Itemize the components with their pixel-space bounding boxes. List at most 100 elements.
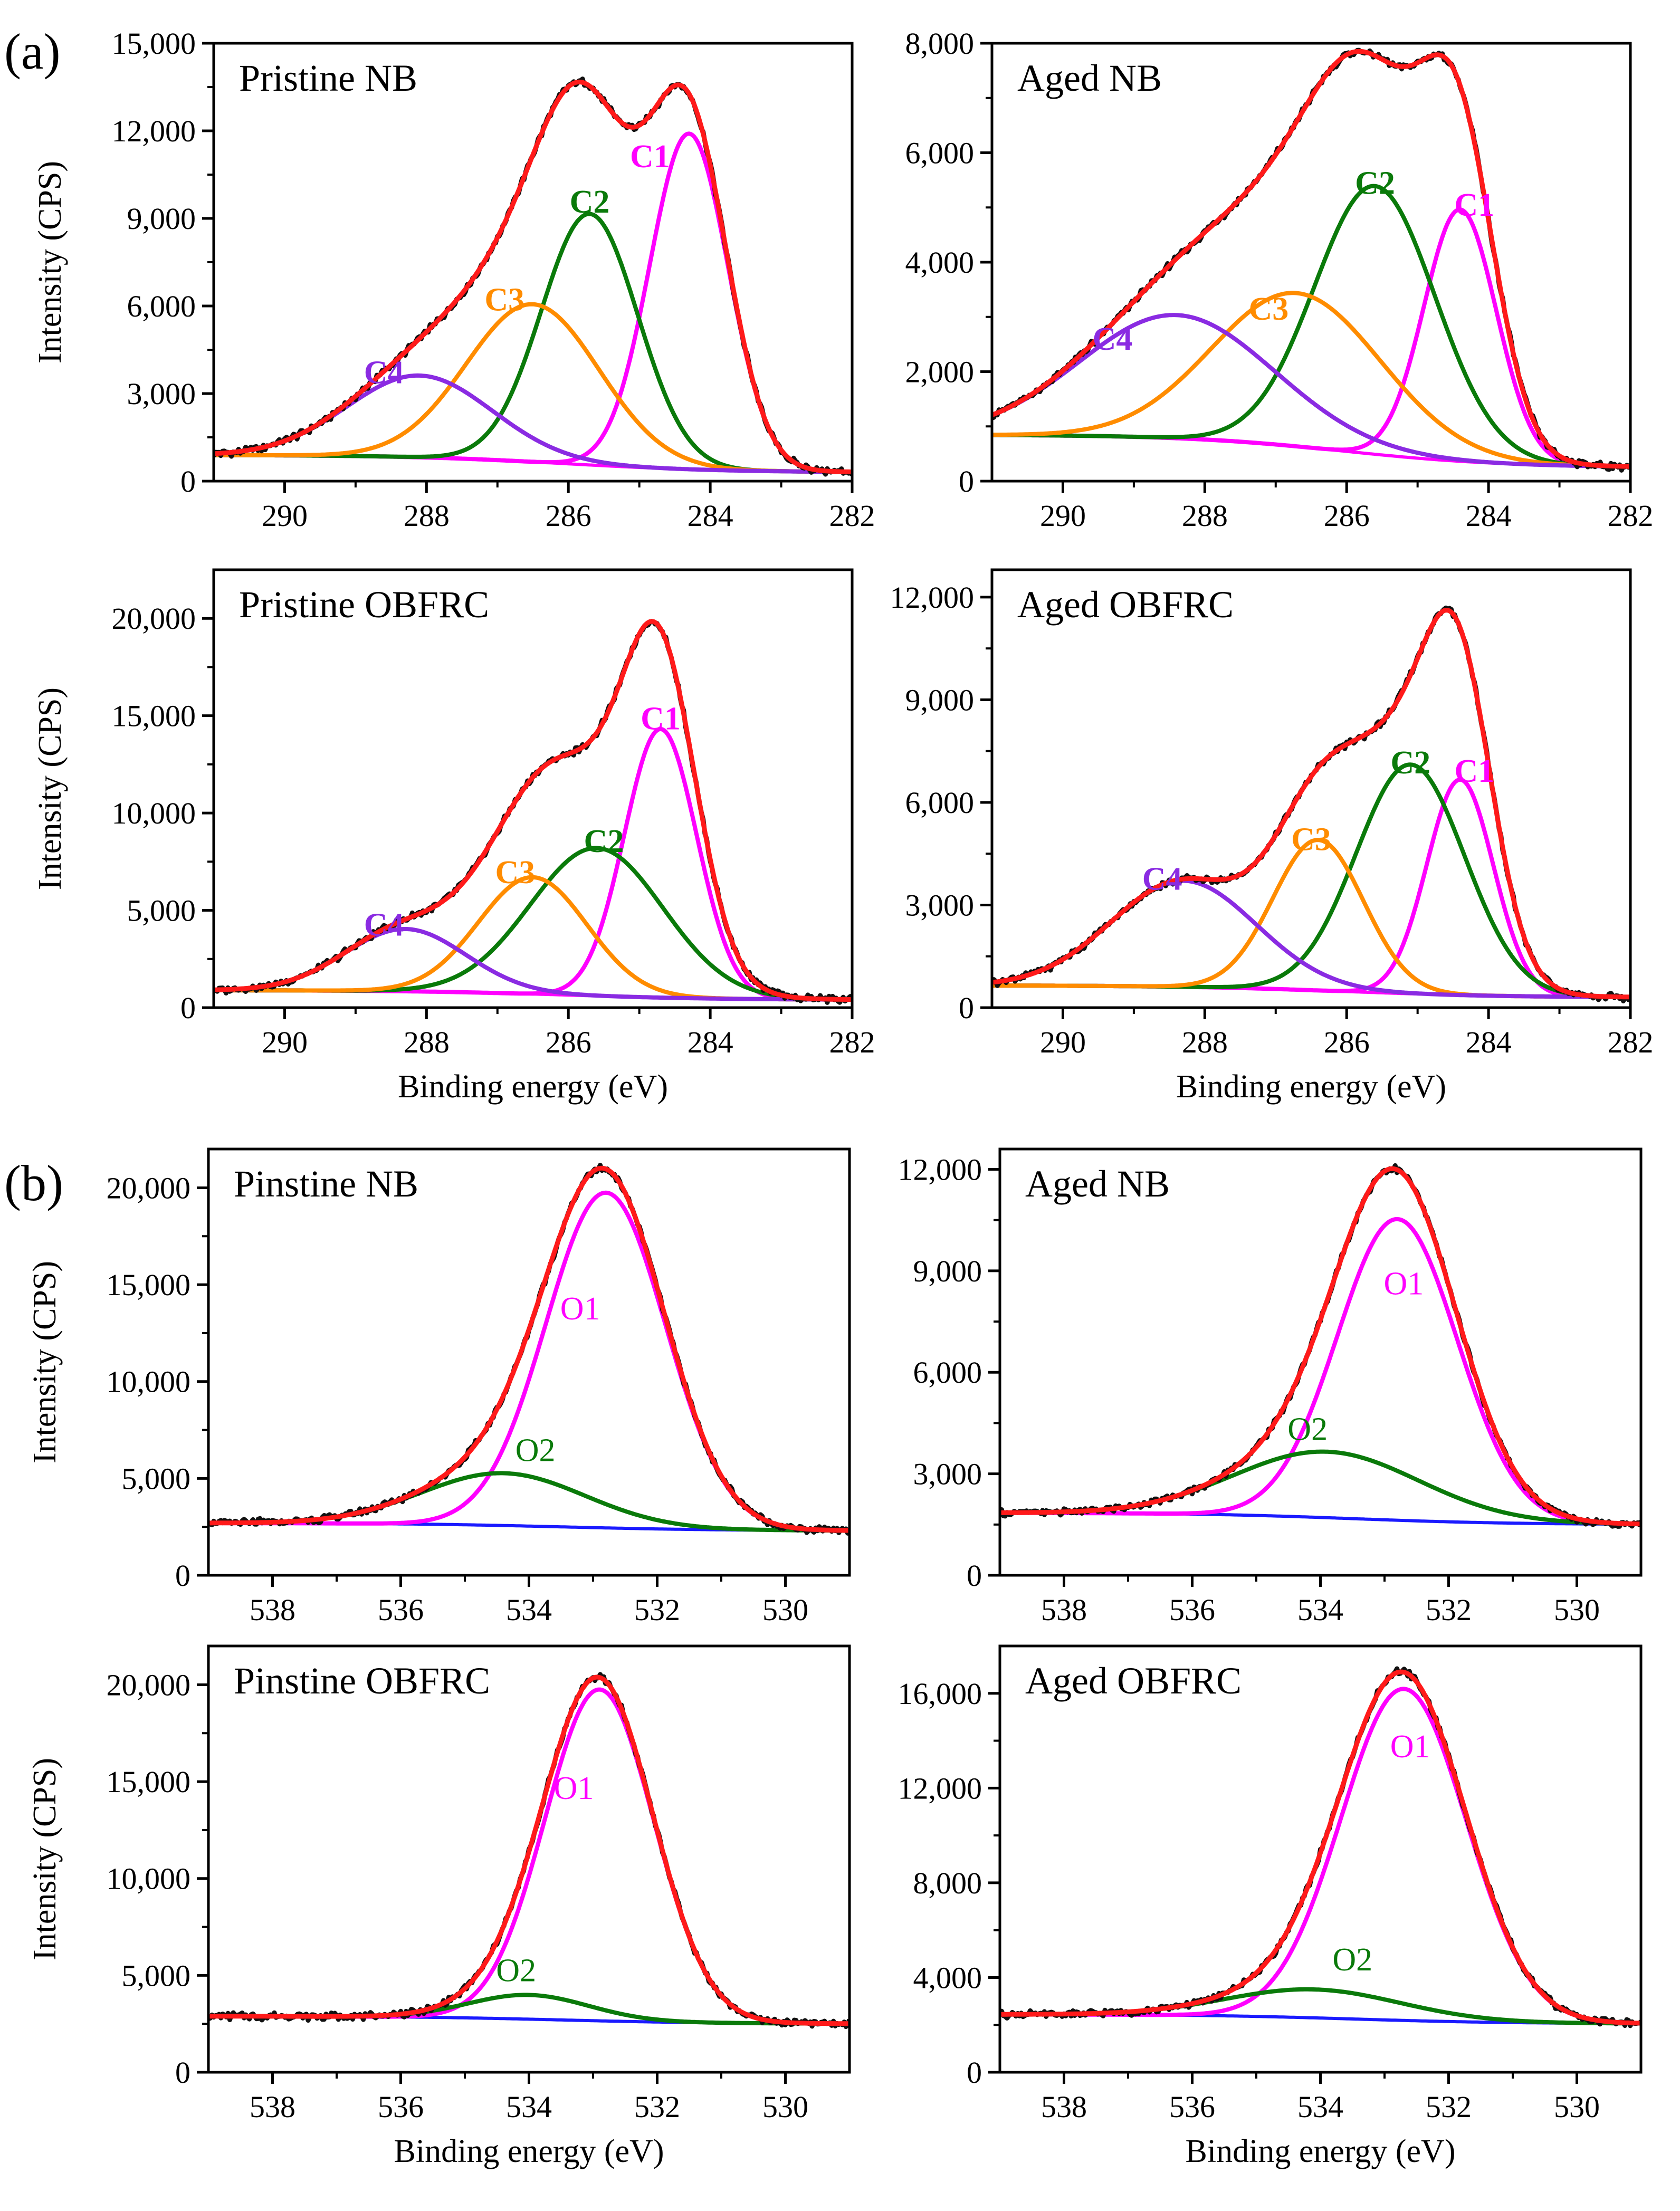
- x-axis-label-c1s-pristine-obfrc: Binding energy (eV): [398, 1069, 668, 1105]
- plot-area-c1s-aged-obfrc: [992, 605, 1630, 1003]
- x-tick-label-c1s-aged-obfrc: 290: [1040, 1025, 1086, 1059]
- chart-title-o1s-aged-nb: Aged NB: [1025, 1163, 1170, 1205]
- y-tick-label-c1s-aged-nb: 0: [959, 464, 974, 499]
- x-axis-label-o1s-aged-obfrc: Binding energy (eV): [1186, 2133, 1456, 2169]
- x-axis-label-o1s-pinstine-obfrc: Binding energy (eV): [394, 2133, 664, 2169]
- y-tick-label-o1s-pinstine-obfrc: 0: [175, 2055, 190, 2090]
- annotation-c4-c1s-aged-obfrc: C4: [1142, 861, 1182, 897]
- annotation-c2-c1s-pristine-nb: C2: [570, 184, 610, 220]
- x-axis-label-c1s-aged-obfrc: Binding energy (eV): [1176, 1069, 1446, 1105]
- y-tick-label-c1s-aged-obfrc: 3,000: [905, 888, 975, 922]
- plot-area-o1s-aged-obfrc: [1000, 1666, 1641, 2028]
- envelope-line-c1s-aged-obfrc: [992, 608, 1630, 1000]
- x-tick-label-o1s-pinstine-obfrc: 536: [378, 2090, 424, 2124]
- y-tick-label-c1s-pristine-obfrc: 5,000: [127, 894, 196, 928]
- x-tick-label-o1s-aged-nb: 532: [1426, 1593, 1472, 1627]
- x-tick-label-o1s-pinstine-obfrc: 530: [762, 2090, 808, 2124]
- y-tick-label-c1s-pristine-obfrc: 15,000: [112, 699, 196, 733]
- y-tick-label-c1s-aged-nb: 8,000: [905, 26, 975, 61]
- x-tick-label-c1s-aged-nb: 286: [1324, 499, 1370, 533]
- x-tick-label-o1s-aged-obfrc: 534: [1297, 2090, 1343, 2124]
- x-tick-label-c1s-aged-obfrc: 284: [1466, 1025, 1512, 1059]
- component-c3-line-c1s-aged-nb: [992, 291, 1630, 469]
- annotation-o2-o1s-pinstine-obfrc: O2: [496, 1952, 536, 1988]
- y-tick-label-c1s-pristine-obfrc: 0: [180, 991, 196, 1025]
- x-tick-label-o1s-aged-obfrc: 538: [1041, 2090, 1087, 2124]
- x-tick-label-o1s-pinstine-obfrc: 538: [250, 2090, 295, 2124]
- envelope-line-c1s-pristine-nb: [214, 79, 852, 474]
- x-tick-label-c1s-pristine-nb: 288: [404, 499, 450, 533]
- annotation-o2-o1s-aged-nb: O2: [1287, 1411, 1328, 1447]
- y-tick-label-o1s-pinstine-nb: 20,000: [107, 1171, 191, 1205]
- annotation-c2-c1s-pristine-obfrc: C2: [584, 824, 624, 859]
- y-tick-label-o1s-pinstine-nb: 15,000: [107, 1268, 191, 1302]
- chart-title-c1s-aged-obfrc: Aged OBFRC: [1017, 583, 1234, 626]
- panel-label-b: (b): [4, 1155, 63, 1211]
- y-tick-label-o1s-pinstine-obfrc: 10,000: [107, 1862, 191, 1896]
- x-tick-label-o1s-aged-obfrc: 532: [1426, 2090, 1472, 2124]
- annotation-c3-c1s-aged-obfrc: C3: [1291, 822, 1331, 858]
- y-tick-label-c1s-pristine-nb: 12,000: [112, 114, 196, 148]
- annotation-c1-c1s-pristine-obfrc: C1: [641, 701, 681, 736]
- x-tick-label-c1s-aged-nb: 282: [1608, 499, 1654, 533]
- x-tick-label-o1s-aged-nb: 534: [1297, 1593, 1343, 1627]
- plot-area-o1s-aged-nb: [1000, 1163, 1641, 1529]
- y-tick-label-o1s-aged-nb: 9,000: [913, 1254, 982, 1288]
- y-tick-label-o1s-aged-obfrc: 12,000: [898, 1771, 982, 1805]
- annotation-c1-c1s-pristine-nb: C1: [630, 139, 670, 175]
- y-tick-label-o1s-pinstine-obfrc: 5,000: [122, 1958, 191, 1993]
- annotation-c4-c1s-pristine-nb: C4: [364, 355, 404, 391]
- x-tick-label-c1s-aged-nb: 290: [1040, 499, 1086, 533]
- x-tick-label-c1s-pristine-nb: 284: [688, 499, 733, 533]
- annotation-c2-c1s-aged-nb: C2: [1355, 165, 1395, 201]
- chart-title-c1s-pristine-obfrc: Pristine OBFRC: [239, 583, 489, 626]
- y-tick-label-c1s-pristine-nb: 6,000: [127, 289, 196, 323]
- panel-label-a: (a): [4, 23, 61, 80]
- x-tick-label-o1s-pinstine-nb: 538: [250, 1593, 295, 1627]
- x-tick-label-c1s-aged-obfrc: 286: [1324, 1025, 1370, 1059]
- plot-area-c1s-aged-nb: [992, 47, 1630, 473]
- x-tick-label-c1s-aged-nb: 284: [1466, 499, 1512, 533]
- envelope-line-o1s-pinstine-nb: [208, 1165, 849, 1533]
- envelope-line-o1s-pinstine-obfrc: [208, 1674, 849, 2026]
- y-tick-label-o1s-aged-obfrc: 8,000: [913, 1866, 982, 1900]
- y-tick-label-c1s-pristine-obfrc: 20,000: [112, 601, 196, 636]
- chart-c1s-pristine-obfrc: 290 288 286 284 282 0 5,000 10,000 15,000 20,000 P…: [32, 568, 875, 1105]
- x-tick-label-c1s-pristine-obfrc: 290: [262, 1025, 308, 1059]
- plot-area-o1s-pinstine-obfrc: [208, 1672, 849, 2030]
- y-tick-label-o1s-aged-nb: 6,000: [913, 1355, 982, 1390]
- x-tick-label-o1s-pinstine-nb: 536: [378, 1593, 424, 1627]
- annotation-o1-o1s-aged-obfrc: O1: [1390, 1729, 1430, 1765]
- y-tick-label-o1s-aged-obfrc: 4,000: [913, 1960, 982, 1995]
- annotation-o2-o1s-pinstine-nb: O2: [516, 1432, 556, 1468]
- annotation-c1-c1s-aged-nb: C1: [1454, 187, 1494, 223]
- y-tick-label-o1s-pinstine-obfrc: 20,000: [107, 1668, 191, 1702]
- y-tick-label-o1s-pinstine-nb: 10,000: [107, 1365, 191, 1399]
- x-tick-label-c1s-aged-obfrc: 288: [1182, 1025, 1228, 1059]
- annotation-c3-c1s-pristine-nb: C3: [484, 282, 524, 318]
- x-tick-label-o1s-aged-nb: 530: [1554, 1593, 1600, 1627]
- plot-area-o1s-pinstine-nb: [208, 1163, 849, 1536]
- y-tick-label-c1s-aged-obfrc: 0: [959, 991, 974, 1025]
- y-tick-label-o1s-pinstine-obfrc: 15,000: [107, 1765, 191, 1799]
- x-tick-label-o1s-aged-obfrc: 530: [1554, 2090, 1600, 2124]
- x-tick-label-c1s-pristine-nb: 282: [829, 499, 875, 533]
- envelope-line-c1s-pristine-obfrc: [214, 619, 852, 1002]
- x-tick-label-c1s-pristine-nb: 290: [262, 499, 308, 533]
- annotation-c4-c1s-aged-nb: C4: [1093, 321, 1133, 357]
- plot-frame-c1s-aged-obfrc: [990, 568, 1632, 1009]
- chart-title-c1s-pristine-nb: Pristine NB: [239, 57, 417, 99]
- x-tick-label-c1s-aged-obfrc: 282: [1608, 1025, 1654, 1059]
- x-tick-label-o1s-pinstine-obfrc: 534: [506, 2090, 552, 2124]
- y-axis-label-c1s-pristine-obfrc: Intensity (CPS): [32, 687, 68, 890]
- y-tick-label-c1s-pristine-nb: 9,000: [127, 202, 196, 236]
- chart-o1s-pinstine-obfrc: 538 536 534 532 530 0 5,000 10,000 15,000 20,000 P…: [27, 1644, 851, 2169]
- x-tick-label-o1s-pinstine-obfrc: 532: [634, 2090, 680, 2124]
- y-tick-label-c1s-aged-nb: 6,000: [905, 136, 975, 170]
- x-tick-label-c1s-aged-nb: 288: [1182, 499, 1228, 533]
- x-tick-label-c1s-pristine-obfrc: 284: [688, 1025, 733, 1059]
- y-tick-label-c1s-aged-obfrc: 12,000: [890, 580, 975, 615]
- plot-area-c1s-pristine-obfrc: [214, 619, 852, 1005]
- y-tick-label-c1s-pristine-nb: 15,000: [112, 26, 196, 61]
- plot-grid: 290 288 286 284 282 0 3,000 6,000 9,000 12,000 15,…: [27, 26, 1654, 2169]
